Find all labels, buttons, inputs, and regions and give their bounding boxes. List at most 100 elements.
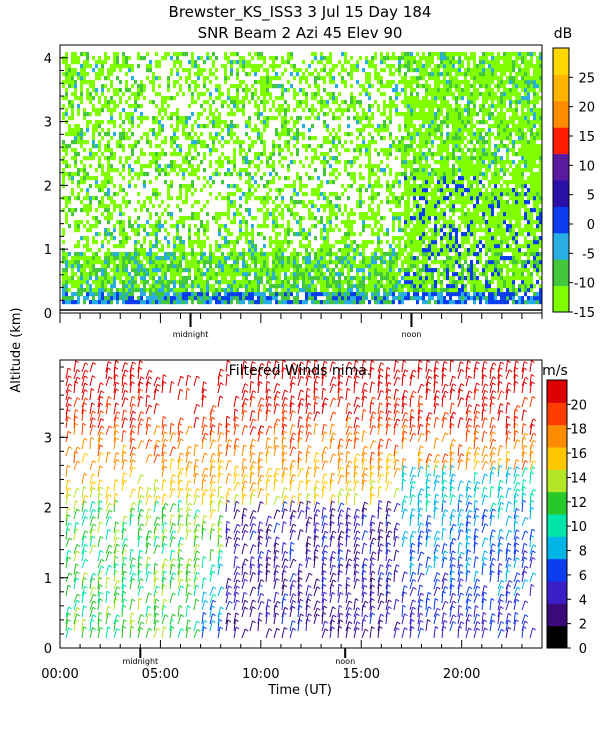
snr-cell [128,216,131,221]
snr-cell [113,184,116,189]
snr-cell [221,164,224,169]
snr-cell [461,156,464,161]
snr-cell [152,280,155,285]
snr-cell [407,280,410,285]
snr-cell [332,92,335,97]
snr-cell [290,292,293,297]
snr-cell [431,232,434,237]
snr-cell [110,168,113,173]
snr-cell [251,64,254,69]
snr-cell [377,152,380,157]
snr-cell [200,260,203,265]
snr-cell [74,244,77,249]
snr-cell [305,256,308,261]
snr-cell [443,88,446,93]
snr-cell [248,60,251,65]
snr-cell [179,184,182,189]
snr-cell [137,216,140,221]
snr-cell [449,172,452,177]
snr-cell [416,80,419,85]
snr-cell [167,264,170,269]
snr-cell [329,76,332,81]
snr-cell [188,136,191,141]
snr-cell [185,76,188,81]
snr-cell [203,184,206,189]
snr-cell [311,136,314,141]
snr-cell [89,84,92,89]
snr-cell [398,128,401,133]
snr-cell [269,76,272,81]
snr-cell [413,196,416,201]
snr-cell [332,76,335,81]
snr-cell [398,60,401,65]
snr-cell [230,112,233,117]
snr-cell [215,260,218,265]
snr-cell [146,268,149,273]
snr-cell [137,296,140,301]
snr-cell [377,208,380,213]
snr-cell [134,276,137,281]
snr-cell [380,280,383,285]
snr-cell [368,196,371,201]
snr-cell [245,228,248,233]
snr-cell [101,296,104,301]
snr-cell [68,104,71,109]
snr-cell [368,148,371,153]
snr-cell [440,240,443,245]
snr-cell [185,120,188,125]
snr-cell [278,152,281,157]
snr-cell [377,168,380,173]
snr-cell [254,260,257,265]
snr-cell [347,172,350,177]
snr-cell [236,68,239,73]
snr-cell [92,104,95,109]
snr-cell [344,224,347,229]
snr-cell [134,220,137,225]
snr-cell [419,76,422,81]
snr-cell [299,276,302,281]
snr-cell [377,220,380,225]
snr-cell [419,184,422,189]
snr-cell [332,80,335,85]
snr-cell [347,216,350,221]
snr-cell [77,276,80,281]
snr-cell [155,224,158,229]
snr-cell [455,228,458,233]
snr-cell [209,80,212,85]
snr-cell [431,132,434,137]
snr-cell [104,56,107,61]
snr-cell [146,172,149,177]
snr-cell [275,56,278,61]
snr-cell [341,144,344,149]
snr-cell [362,228,365,233]
snr-cell [437,80,440,85]
snr-cell [254,104,257,109]
snr-cell [410,288,413,293]
snr-cell [470,192,473,197]
snr-cell [341,236,344,241]
snr-cell [371,136,374,141]
snr-cell [176,80,179,85]
snr-cell [395,104,398,109]
snr-cell [458,200,461,205]
snr-cell [467,164,470,169]
snr-cell [263,216,266,221]
snr-cell [119,224,122,229]
snr-cell [410,120,413,125]
snr-cell [98,200,101,205]
snr-cell [113,100,116,105]
snr-cell [446,144,449,149]
snr-cell [206,76,209,81]
snr-cell [365,148,368,153]
snr-cell [293,160,296,165]
snr-cell [68,288,71,293]
snr-cell [194,280,197,285]
snr-cell [341,296,344,301]
snr-cell [83,156,86,161]
snr-cell [263,256,266,261]
snr-cell [200,224,203,229]
snr-cell [461,112,464,117]
snr-cell [158,268,161,273]
snr-cell [455,200,458,205]
snr-cell [401,252,404,257]
